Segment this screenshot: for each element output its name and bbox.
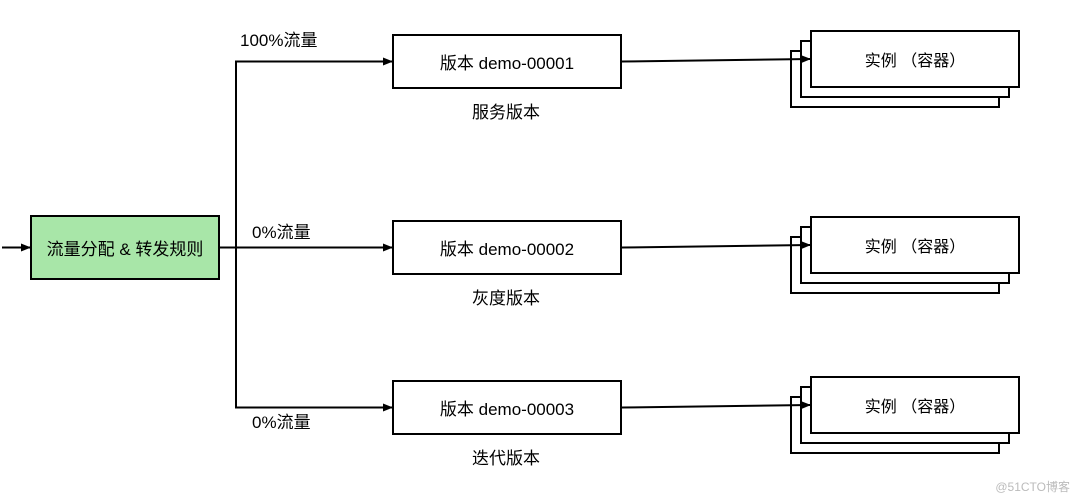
source-node: 流量分配 & 转发规则 xyxy=(30,215,220,280)
watermark: @51CTO博客 xyxy=(995,478,1070,495)
version-box: 版本 demo-00001 xyxy=(392,34,622,89)
edge-label: 100%流量 xyxy=(240,26,317,51)
version-box-label: 版本 demo-00001 xyxy=(440,49,574,74)
version-box-label: 版本 demo-00003 xyxy=(440,395,574,420)
instance-box-label: 实例 （容器） xyxy=(865,47,965,71)
source-node-label: 流量分配 & 转发规则 xyxy=(47,235,204,260)
instance-stack: 实例 （容器） xyxy=(790,30,1020,108)
version-box: 版本 demo-00002 xyxy=(392,220,622,275)
version-sublabel: 服务版本 xyxy=(472,98,540,123)
version-sublabel: 灰度版本 xyxy=(472,284,540,309)
edge-label: 0%流量 xyxy=(252,218,311,243)
instance-stack: 实例 （容器） xyxy=(790,376,1020,454)
instance-box-front: 实例 （容器） xyxy=(810,216,1020,274)
version-sublabel: 迭代版本 xyxy=(472,444,540,469)
edge-label: 0%流量 xyxy=(252,408,311,433)
instance-box-label: 实例 （容器） xyxy=(865,233,965,257)
version-box: 版本 demo-00003 xyxy=(392,380,622,435)
instance-box-front: 实例 （容器） xyxy=(810,30,1020,88)
version-box-label: 版本 demo-00002 xyxy=(440,235,574,260)
instance-stack: 实例 （容器） xyxy=(790,216,1020,294)
instance-box-front: 实例 （容器） xyxy=(810,376,1020,434)
instance-box-label: 实例 （容器） xyxy=(865,393,965,417)
